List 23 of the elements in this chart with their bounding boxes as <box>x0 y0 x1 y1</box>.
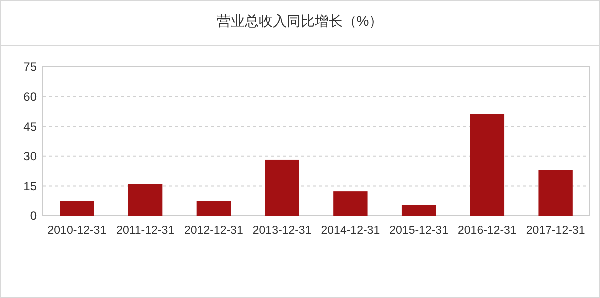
bar <box>402 205 436 216</box>
x-tick-label: 2017-12-31 <box>526 225 586 237</box>
chart-title: 营业总收入同比增长（%） <box>216 13 384 29</box>
bar <box>128 184 163 216</box>
bar <box>334 192 368 216</box>
x-tick-label: 2016-12-31 <box>458 225 517 237</box>
x-tick-label: 2014-12-31 <box>321 225 380 237</box>
x-tick-label: 2011-12-31 <box>116 225 175 237</box>
x-tick-label: 2012-12-31 <box>184 225 244 237</box>
y-tick-label: 15 <box>24 179 38 194</box>
bar <box>265 160 300 216</box>
y-tick-label: 0 <box>30 209 38 224</box>
x-tick-label: 2015-12-31 <box>390 225 448 237</box>
bar <box>196 201 232 216</box>
x-tick-label: 2013-12-31 <box>252 225 312 237</box>
y-tick-label: 45 <box>24 120 38 134</box>
y-tick-label: 60 <box>24 90 38 104</box>
bar <box>470 114 505 216</box>
bar <box>60 201 94 216</box>
y-tick-label: 30 <box>24 150 38 164</box>
x-tick-label: 2010-12-31 <box>48 225 107 237</box>
y-tick-label: 75 <box>24 60 38 74</box>
bar <box>538 170 573 216</box>
